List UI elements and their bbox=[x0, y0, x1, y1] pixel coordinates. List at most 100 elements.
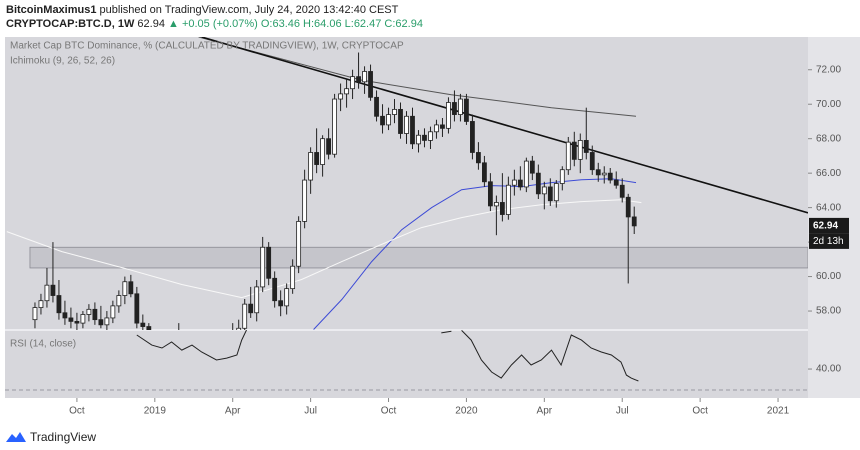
candle-body bbox=[529, 160, 535, 174]
candle-body bbox=[344, 88, 349, 95]
candle-body bbox=[476, 152, 481, 164]
candle-body bbox=[326, 138, 331, 155]
x-tick-label: Apr bbox=[537, 406, 553, 417]
brand: TradingView bbox=[30, 430, 97, 444]
last-price-label: 62.94 bbox=[813, 221, 838, 232]
candle-body bbox=[362, 71, 367, 83]
y-tick-label: 58.00 bbox=[816, 306, 841, 317]
candle-body bbox=[559, 169, 565, 184]
candle-body bbox=[607, 172, 613, 181]
candle-body bbox=[547, 186, 553, 202]
price-pane bbox=[6, 37, 808, 330]
x-tick-label: 2019 bbox=[144, 406, 167, 417]
indicator-label: Ichimoku (9, 26, 52, 26) bbox=[10, 56, 115, 67]
candle-body bbox=[386, 114, 391, 126]
x-tick-label: Oct bbox=[692, 406, 708, 417]
candle-body bbox=[290, 265, 296, 290]
x-tick-label: 2020 bbox=[455, 406, 478, 417]
candle-body bbox=[320, 138, 326, 165]
x-tick-label: Jul bbox=[616, 406, 629, 417]
rsi-pane bbox=[5, 330, 808, 391]
candle-body bbox=[284, 288, 290, 307]
candle-body bbox=[62, 312, 68, 319]
rsi-label: RSI (14, close) bbox=[10, 339, 76, 350]
candle-body bbox=[68, 317, 74, 322]
pane-background bbox=[5, 37, 808, 398]
low: L:62.47 bbox=[344, 18, 382, 30]
candle-body bbox=[577, 140, 583, 160]
candle-body bbox=[613, 179, 619, 186]
candle-body bbox=[631, 216, 637, 227]
support-zone bbox=[29, 246, 808, 269]
candle-body bbox=[464, 98, 469, 122]
candle-body bbox=[571, 141, 577, 160]
change: ▲ +0.05 (+0.07%) bbox=[168, 18, 258, 30]
candle-body bbox=[583, 140, 589, 153]
high: H:64.06 bbox=[303, 18, 342, 30]
candle-body bbox=[140, 322, 146, 327]
candle-body bbox=[535, 172, 541, 195]
candle-body bbox=[458, 98, 463, 115]
candle-body bbox=[446, 102, 451, 129]
y-tick-label: 60.00 bbox=[816, 271, 841, 282]
candle-body bbox=[74, 320, 80, 324]
candle-body bbox=[278, 300, 284, 307]
candle-body bbox=[625, 196, 631, 218]
x-tick-label: Oct bbox=[381, 406, 397, 417]
y-tick-label: 70.00 bbox=[816, 99, 841, 110]
y-tick-label: 72.00 bbox=[816, 64, 841, 75]
last: 62.94 bbox=[137, 18, 165, 30]
candle-body bbox=[523, 160, 529, 188]
candle-body bbox=[410, 115, 415, 145]
candle-body bbox=[440, 124, 445, 129]
candle-body bbox=[470, 121, 475, 153]
candle-body bbox=[92, 308, 98, 321]
author: BitcoinMaximus1 bbox=[6, 4, 97, 16]
candle-body bbox=[128, 281, 134, 295]
countdown-label: 2d 13h bbox=[813, 236, 844, 247]
candle-body bbox=[260, 246, 266, 288]
candle-body bbox=[482, 162, 487, 183]
header: BitcoinMaximus1 published on TradingView… bbox=[6, 3, 423, 31]
indicator-line bbox=[6, 199, 642, 299]
candle-body bbox=[80, 314, 86, 324]
symbol-line: CRYPTOCAP:BTC.D, 1W 62.94 ▲ +0.05 (+0.07… bbox=[6, 17, 423, 31]
candle-body bbox=[416, 134, 421, 145]
candle-body bbox=[302, 179, 308, 222]
candle-body bbox=[242, 303, 248, 329]
candle-body bbox=[505, 184, 511, 215]
candle-body bbox=[50, 284, 56, 296]
symbol: CRYPTOCAP:BTC.D, 1W bbox=[6, 18, 135, 30]
logo bbox=[6, 432, 26, 442]
countdown-box bbox=[809, 233, 849, 249]
published: published on TradingView.com, July 24, 2… bbox=[99, 4, 399, 16]
candle-body bbox=[553, 183, 559, 202]
candle-body bbox=[404, 115, 409, 134]
candle-body bbox=[589, 152, 595, 171]
y-tick-label: 66.00 bbox=[816, 168, 841, 179]
indicator-line bbox=[201, 37, 808, 214]
candle-body bbox=[398, 108, 403, 134]
candle-body bbox=[392, 108, 397, 115]
candle-body bbox=[134, 293, 140, 324]
candle-body bbox=[619, 184, 625, 198]
candle-body bbox=[428, 131, 433, 141]
candle-body bbox=[499, 202, 505, 215]
x-tick-label: Jul bbox=[304, 406, 317, 417]
candle-body bbox=[44, 284, 50, 302]
candle-body bbox=[266, 246, 272, 279]
candle-body bbox=[356, 76, 361, 83]
candle-body bbox=[98, 319, 104, 326]
candle-body bbox=[248, 303, 254, 314]
candle-body bbox=[595, 169, 601, 176]
axes: 58.0060.0062.0064.0066.0068.0070.0072.00… bbox=[69, 64, 849, 417]
candle-body bbox=[86, 308, 92, 315]
x-tick-label: 2021 bbox=[767, 406, 790, 417]
candle-body bbox=[116, 295, 122, 307]
candle-body bbox=[380, 115, 385, 126]
y-tick-label: 64.00 bbox=[816, 202, 841, 213]
candle-body bbox=[368, 71, 373, 98]
open: O:63.46 bbox=[260, 18, 300, 30]
